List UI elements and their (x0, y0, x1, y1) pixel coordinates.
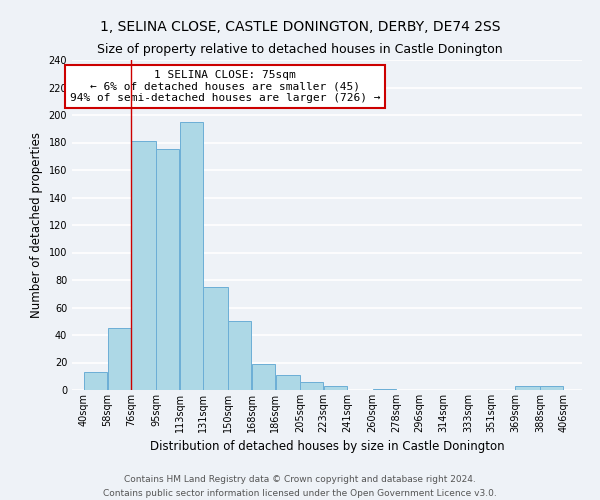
Text: 1 SELINA CLOSE: 75sqm
← 6% of detached houses are smaller (45)
94% of semi-detac: 1 SELINA CLOSE: 75sqm ← 6% of detached h… (70, 70, 380, 103)
Bar (275, 375, 300, 390)
Bar (84, 372, 107, 390)
Bar (252, 364, 275, 390)
X-axis label: Distribution of detached houses by size in Castle Donington: Distribution of detached houses by size … (149, 440, 505, 454)
Text: Size of property relative to detached houses in Castle Donington: Size of property relative to detached ho… (97, 42, 503, 56)
Bar (324, 386, 347, 390)
Bar (515, 386, 540, 390)
Y-axis label: Number of detached properties: Number of detached properties (30, 132, 43, 318)
Bar (373, 388, 395, 390)
Bar (229, 322, 251, 390)
Bar (108, 328, 131, 390)
Bar (131, 141, 155, 390)
Bar (203, 287, 227, 390)
Bar (180, 122, 203, 390)
Text: Contains HM Land Registry data © Crown copyright and database right 2024.
Contai: Contains HM Land Registry data © Crown c… (103, 476, 497, 498)
Text: 1, SELINA CLOSE, CASTLE DONINGTON, DERBY, DE74 2SS: 1, SELINA CLOSE, CASTLE DONINGTON, DERBY… (100, 20, 500, 34)
Bar (301, 382, 323, 390)
Bar (156, 150, 179, 390)
Bar (541, 386, 563, 390)
